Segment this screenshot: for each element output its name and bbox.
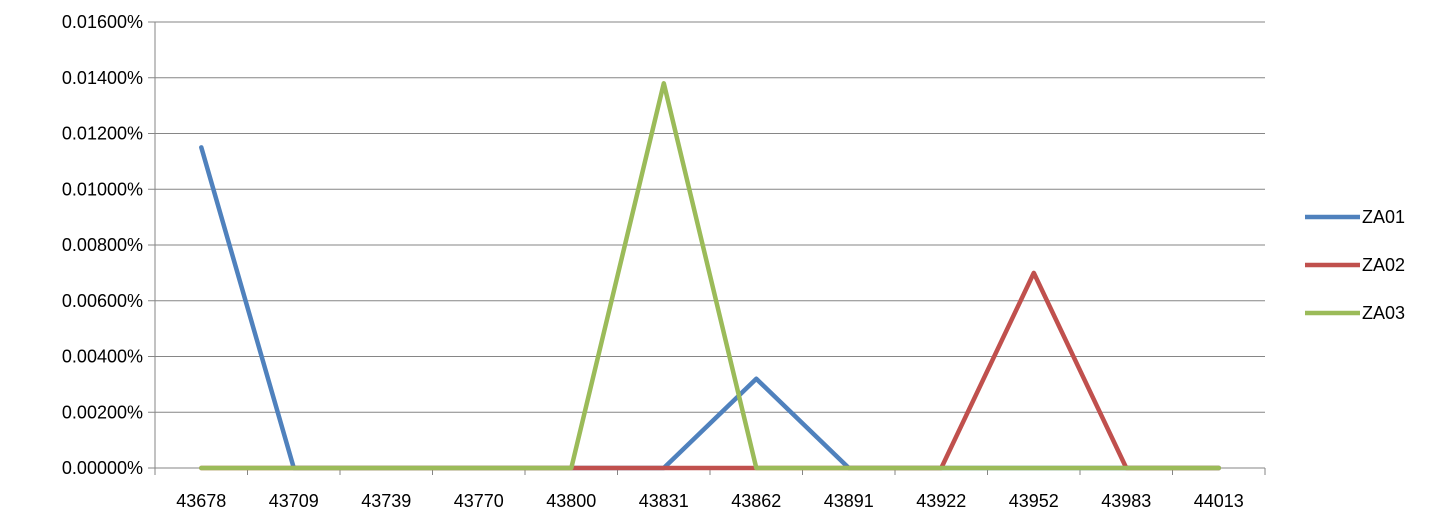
y-tick-label: 0.00200% (62, 402, 143, 422)
x-tick-label: 43678 (176, 491, 226, 511)
x-tick-label: 43952 (1009, 491, 1059, 511)
x-tick-labels: 43678 43709 43739 43770 43800 43831 43862 43891… (176, 491, 1244, 511)
legend-label-za02: ZA02 (1362, 255, 1405, 275)
legend: ZA01 ZA02 ZA03 (1305, 207, 1405, 323)
x-tick-label: 43983 (1101, 491, 1151, 511)
y-tick-label: 0.00400% (62, 347, 143, 367)
series-line-za03 (199, 81, 1222, 471)
y-tick-label: 0.01000% (62, 179, 143, 199)
gridlines (155, 21, 1265, 413)
series-line-za02 (199, 270, 1222, 471)
y-tick-label: 0.01600% (62, 12, 143, 32)
x-tick-label: 43831 (639, 491, 689, 511)
x-tick-label: 43922 (916, 491, 966, 511)
y-tick-label: 0.01200% (62, 124, 143, 144)
x-tick-label: 43709 (269, 491, 319, 511)
series-lines (199, 81, 1222, 471)
x-tick-label: 43739 (361, 491, 411, 511)
x-tick-label: 43770 (454, 491, 504, 511)
y-tick-label: 0.00000% (62, 458, 143, 478)
y-tick-label: 0.01400% (62, 68, 143, 88)
legend-label-za01: ZA01 (1362, 207, 1405, 227)
series-line-za01 (199, 145, 1222, 471)
y-tick-labels: 0.00000% 0.00200% 0.00400% 0.00600% 0.00800%… (62, 12, 143, 478)
x-tick-label: 43891 (824, 491, 874, 511)
y-tick-label: 0.00600% (62, 291, 143, 311)
x-tick-label: 43862 (731, 491, 781, 511)
y-tick-label: 0.00800% (62, 235, 143, 255)
legend-label-za03: ZA03 (1362, 303, 1405, 323)
x-tick-label: 44013 (1194, 491, 1244, 511)
x-tick-label: 43800 (546, 491, 596, 511)
